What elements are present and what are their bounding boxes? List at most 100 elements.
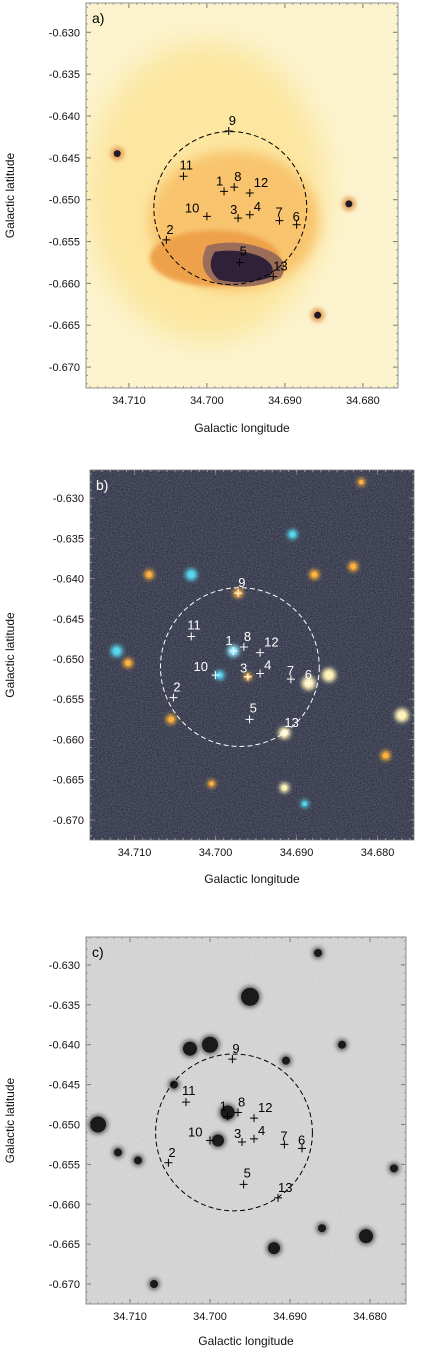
x-tick-label: 34.680	[346, 395, 380, 407]
point-label-8: 8	[238, 1095, 245, 1110]
point-label-4: 4	[264, 658, 271, 673]
marker-3	[234, 214, 243, 223]
y-tick-label: -0.640	[53, 574, 84, 586]
point-label-5: 5	[244, 1165, 251, 1180]
point-label-1: 1	[216, 173, 223, 188]
point-label-1: 1	[225, 633, 232, 648]
selection-circle	[155, 1053, 313, 1212]
y-tick-label: -0.655	[49, 1159, 80, 1171]
y-tick-label: -0.670	[49, 362, 80, 374]
point-label-10: 10	[188, 1124, 202, 1139]
x-axis-title: Galactic longitude	[194, 421, 290, 435]
y-tick-label: -0.645	[53, 614, 84, 626]
marker-7	[280, 1140, 289, 1149]
point-label-12: 12	[264, 635, 278, 650]
marker-5	[239, 1180, 248, 1189]
x-tick-label: 34.690	[273, 1311, 307, 1323]
point-label-12: 12	[254, 175, 268, 190]
marker-4	[250, 1134, 258, 1143]
marker-8	[234, 1108, 242, 1117]
y-tick-label: -0.655	[53, 694, 84, 706]
marker-12	[245, 188, 254, 197]
point-label-11: 11	[182, 1083, 196, 1098]
marker-8	[239, 642, 248, 651]
marker-13	[274, 1193, 282, 1202]
x-tick-label: 34.700	[199, 847, 233, 859]
y-tick-label: -0.650	[49, 195, 80, 207]
y-tick-label: -0.645	[49, 153, 80, 165]
marker-7	[286, 675, 295, 684]
marker-4	[256, 669, 265, 678]
marker-10	[206, 1136, 214, 1145]
selection-circle	[159, 587, 320, 747]
point-label-3: 3	[230, 202, 237, 217]
marker-9	[228, 1055, 237, 1064]
y-tick-label: -0.660	[49, 1199, 80, 1211]
y-tick-label: -0.635	[49, 69, 80, 81]
point-label-7: 7	[287, 663, 294, 678]
panel-letter: b)	[96, 477, 108, 493]
panel-image	[86, 3, 398, 388]
y-tick-label: -0.660	[49, 278, 80, 290]
marker-12	[250, 1114, 258, 1123]
point-label-8: 8	[234, 169, 241, 184]
point-label-4: 4	[258, 1123, 265, 1138]
point-label-5: 5	[250, 700, 257, 715]
marker-1	[229, 646, 238, 655]
marker-1	[220, 187, 229, 196]
x-tick-label: 34.710	[112, 395, 146, 407]
panel-letter: c)	[92, 944, 104, 960]
x-tick-label: 34.710	[118, 847, 152, 859]
point-label-10: 10	[194, 659, 208, 674]
y-tick-label: -0.660	[53, 734, 84, 746]
y-axis-title: Galactic latitude	[3, 612, 17, 698]
x-axis-title: Galactic longitude	[204, 872, 300, 886]
y-tick-label: -0.630	[49, 27, 80, 39]
x-tick-label: 34.680	[361, 847, 395, 859]
panel-letter: a)	[92, 10, 104, 26]
y-tick-label: -0.640	[49, 1040, 80, 1052]
marker-6	[298, 1144, 306, 1153]
axes-frame	[85, 2, 399, 389]
x-tick-label: 34.700	[190, 395, 224, 407]
point-label-1: 1	[220, 1099, 227, 1114]
point-label-9: 9	[229, 113, 236, 128]
point-label-13: 13	[278, 1180, 292, 1195]
y-tick-label: -0.635	[49, 1000, 80, 1012]
point-label-13: 13	[284, 715, 298, 730]
point-label-11: 11	[187, 618, 201, 633]
y-axis-title: Galactic latitude	[3, 152, 17, 238]
marker-9	[224, 127, 233, 136]
point-label-9: 9	[232, 1041, 239, 1056]
x-tick-label: 34.690	[280, 847, 314, 859]
x-tick-label: 34.680	[353, 1311, 387, 1323]
y-tick-label: -0.655	[49, 237, 80, 249]
point-label-3: 3	[234, 1126, 241, 1141]
y-tick-label: -0.640	[49, 111, 80, 123]
point-label-5: 5	[240, 243, 247, 258]
y-tick-label: -0.650	[49, 1119, 80, 1131]
point-label-6: 6	[298, 1132, 305, 1147]
marker-10	[202, 212, 211, 221]
y-tick-label: -0.670	[49, 1279, 80, 1291]
point-label-13: 13	[273, 259, 287, 274]
marker-1	[223, 1112, 232, 1121]
y-tick-label: -0.665	[49, 320, 80, 332]
marker-2	[169, 693, 178, 702]
marker-9	[234, 589, 243, 598]
y-tick-label: -0.630	[49, 960, 80, 972]
point-label-3: 3	[240, 661, 247, 676]
marker-7	[275, 216, 284, 225]
point-label-8: 8	[244, 629, 251, 644]
marker-6	[304, 679, 313, 688]
point-label-9: 9	[238, 575, 245, 590]
marker-5	[245, 715, 254, 724]
axes-frame	[85, 936, 407, 1305]
point-label-2: 2	[173, 680, 180, 695]
x-tick-label: 34.690	[268, 395, 302, 407]
marker-12	[256, 648, 265, 657]
marker-11	[187, 632, 196, 641]
axes-frame	[89, 469, 415, 841]
